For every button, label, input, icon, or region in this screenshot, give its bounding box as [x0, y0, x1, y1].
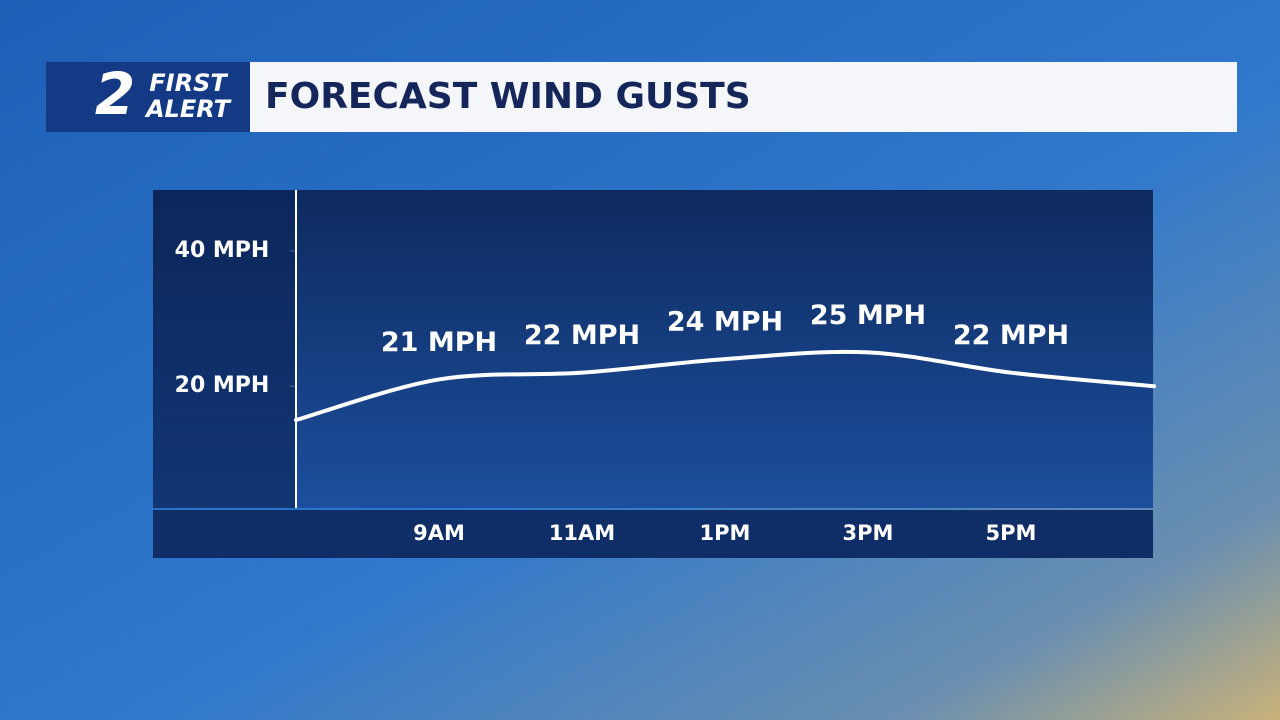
plot-panel — [153, 190, 1153, 508]
title-bar — [250, 62, 1237, 132]
logo-number: 2 — [95, 60, 135, 128]
x-tick-label: 5PM — [986, 521, 1037, 545]
data-label: 22 MPH — [953, 320, 1069, 351]
data-label: 21 MPH — [381, 327, 497, 358]
data-label: 24 MPH — [667, 307, 783, 338]
y-tick-label: 40 MPH — [175, 238, 270, 263]
data-label: 25 MPH — [810, 300, 926, 331]
wind-line — [294, 349, 1156, 423]
x-tick-label: 1PM — [700, 521, 751, 545]
axis-strip — [153, 190, 296, 508]
x-tick-label: 3PM — [843, 521, 894, 545]
data-label: 22 MPH — [524, 320, 640, 351]
logo-box — [46, 62, 250, 132]
logo-line1: FIRST — [149, 69, 228, 97]
y-tick-label: 20 MPH — [175, 373, 270, 398]
x-tick-label: 11AM — [549, 521, 615, 545]
x-axis-bar — [153, 510, 1153, 558]
x-tick-label: 9AM — [413, 521, 465, 545]
logo-line2: ALERT — [144, 95, 232, 123]
chart-title: FORECAST WIND GUSTS — [265, 76, 751, 117]
